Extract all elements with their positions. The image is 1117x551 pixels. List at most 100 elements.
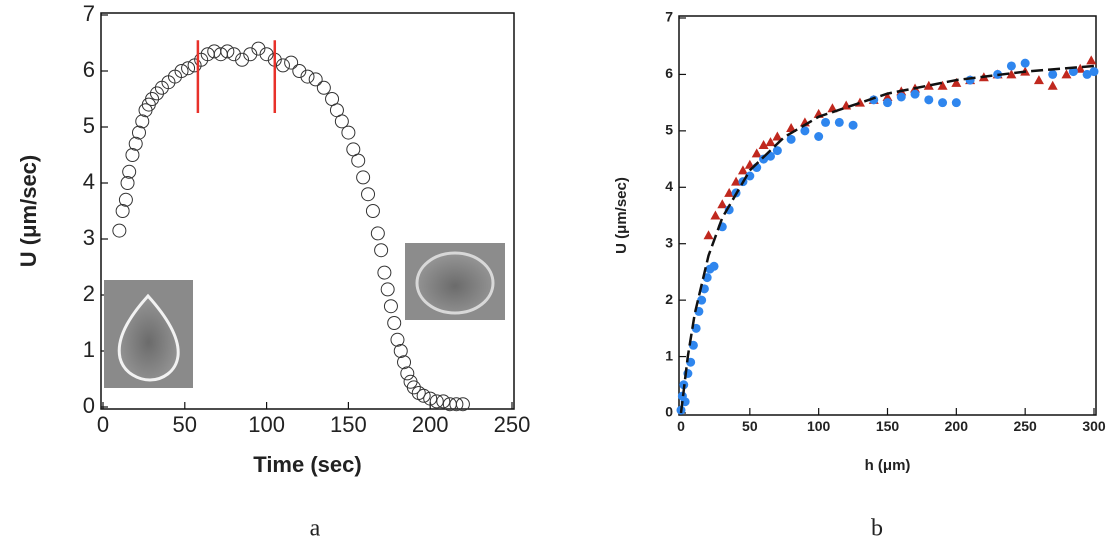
point	[1061, 69, 1072, 79]
point	[937, 80, 948, 90]
point	[292, 64, 307, 78]
point	[423, 391, 438, 406]
point	[120, 176, 135, 190]
x-axis-label: Time (sec)	[253, 452, 361, 477]
point	[869, 95, 879, 105]
y-tick-label: 7	[665, 9, 673, 25]
point	[275, 58, 290, 73]
point	[882, 92, 893, 101]
y-tick-label: 2	[665, 291, 673, 307]
point	[737, 165, 748, 175]
point	[1086, 55, 1097, 65]
point	[1006, 61, 1016, 71]
point	[703, 230, 714, 240]
point	[1089, 67, 1099, 77]
point	[896, 92, 906, 102]
point	[1047, 80, 1058, 90]
point	[416, 388, 431, 403]
y-axis-label: U (μm/sec)	[613, 177, 630, 254]
y-tick-label: 3	[665, 234, 673, 250]
point	[786, 123, 797, 133]
x-tick-label: 50	[742, 418, 758, 434]
point	[1020, 58, 1030, 68]
x-tick-label: 50	[173, 412, 197, 437]
point	[759, 154, 769, 164]
x-tick-label: 300	[1082, 418, 1106, 434]
inset-left	[104, 280, 193, 388]
y-tick-label: 2	[83, 281, 95, 306]
point	[821, 117, 831, 127]
point	[374, 243, 389, 258]
point	[814, 132, 824, 141]
x-tick-label: 100	[807, 418, 831, 434]
point	[370, 226, 385, 241]
chart: 0 50 100 150 200 250 300 0 1 2 3 4 5 6 7 h (μm) U (μm/se…	[613, 9, 1106, 542]
point	[284, 55, 299, 70]
point	[765, 137, 776, 147]
point	[135, 114, 150, 129]
point	[834, 117, 844, 127]
point	[848, 120, 858, 130]
point	[455, 397, 470, 412]
point	[387, 316, 402, 330]
y-tick-label: 3	[83, 225, 95, 250]
y-tick-label: 1	[665, 347, 673, 363]
point	[351, 153, 366, 168]
y-axis-label: U (μm/sec)	[16, 155, 41, 268]
plot-frame	[678, 15, 1097, 416]
point	[724, 187, 735, 197]
y-tick-label: 1	[83, 337, 95, 362]
point	[243, 47, 258, 62]
x-tick-label: 0	[97, 412, 109, 437]
point	[717, 199, 728, 209]
point	[390, 332, 405, 347]
point	[910, 89, 920, 99]
point	[436, 394, 451, 409]
point	[1006, 69, 1017, 79]
point	[709, 261, 719, 271]
plot-frame	[100, 12, 515, 410]
point	[951, 98, 961, 108]
point	[397, 355, 412, 370]
point	[406, 380, 421, 395]
x-tick-label: 100	[248, 412, 285, 437]
point	[786, 134, 796, 144]
point	[308, 72, 323, 87]
point	[697, 295, 707, 305]
x-tick-label: 200	[412, 412, 449, 437]
point	[1033, 75, 1044, 85]
point	[115, 204, 130, 218]
point	[334, 114, 349, 129]
y-tick-label: 7	[83, 1, 95, 26]
point	[361, 187, 376, 202]
point	[400, 366, 415, 381]
point	[251, 41, 266, 56]
y-tick-label: 6	[83, 57, 95, 82]
point	[745, 171, 755, 181]
point	[356, 170, 371, 185]
point	[380, 282, 395, 297]
point	[1068, 67, 1078, 77]
point	[1048, 69, 1058, 79]
point	[710, 210, 721, 220]
point	[128, 136, 143, 151]
y-tick-label: 4	[665, 178, 673, 194]
point	[393, 344, 408, 358]
y-tick-label: 6	[665, 65, 673, 81]
point	[316, 80, 331, 95]
point	[365, 204, 380, 218]
point	[341, 125, 356, 140]
fit-line	[679, 64, 1095, 414]
point	[772, 146, 782, 156]
chart: 0 50 100 150 200 250 0 1 2 3 4 5 6 7 Time (sec) U (μm/s…	[16, 1, 531, 542]
point	[149, 86, 164, 101]
x-tick-label: 150	[330, 412, 367, 437]
point	[174, 64, 189, 78]
caption: a	[310, 516, 321, 542]
x-tick-label: 0	[677, 418, 685, 434]
inset-right	[405, 243, 505, 320]
y-tick-label: 4	[83, 169, 95, 194]
point	[226, 47, 241, 62]
